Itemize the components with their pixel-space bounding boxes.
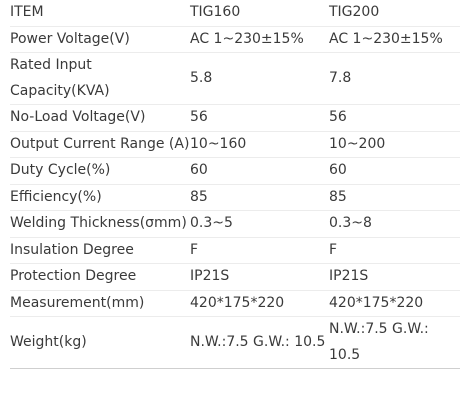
tig200-value: AC 1~230±15%	[329, 26, 460, 53]
row-label: Power Voltage(V)	[10, 26, 190, 53]
table-row: Insulation Degree F F	[10, 237, 460, 264]
table-row: Measurement(mm) 420*175*220 420*175*220	[10, 290, 460, 317]
table-row: Efficiency(%) 85 85	[10, 184, 460, 211]
table-row: ITEM TIG160 TIG200	[10, 0, 460, 27]
tig160-value: IP21S	[190, 263, 329, 291]
row-label: Insulation Degree	[10, 237, 190, 264]
row-label: Protection Degree	[10, 263, 190, 291]
table-row: Weight(kg) N.W.:7.5 G.W.: 10.5 N.W.:7.5 …	[10, 316, 460, 369]
row-label: Measurement(mm)	[10, 290, 190, 317]
tig200-value: F	[329, 237, 460, 264]
table-row: Rated Input Capacity(KVA) 5.8 7.8	[10, 52, 460, 105]
tig200-value: 7.8	[329, 52, 460, 105]
table-row: Output Current Range (A) 10~160 10~200	[10, 131, 460, 158]
table-row: Protection Degree IP21S IP21S	[10, 263, 460, 291]
row-label: Output Current Range (A)	[10, 131, 190, 158]
tig160-value: 10~160	[190, 131, 329, 158]
row-label: Efficiency(%)	[10, 184, 190, 211]
tig200-value: 10~200	[329, 131, 460, 158]
tig160-value: TIG160	[190, 0, 329, 27]
tig200-value: 60	[329, 157, 460, 185]
tig160-value: 85	[190, 184, 329, 211]
row-label: Weight(kg)	[10, 316, 190, 369]
row-label: Duty Cycle(%)	[10, 157, 190, 185]
row-label: Welding Thickness(σmm)	[10, 210, 190, 238]
tig200-value: N.W.:7.5 G.W.: 10.5	[329, 316, 460, 369]
table-row: Welding Thickness(σmm) 0.3~5 0.3~8	[10, 210, 460, 238]
tig200-value: 85	[329, 184, 460, 211]
tig200-value: IP21S	[329, 263, 460, 291]
spec-table: ITEM TIG160 TIG200 Power Voltage(V) AC 1…	[10, 0, 460, 369]
tig160-value: 56	[190, 104, 329, 132]
row-label: No-Load Voltage(V)	[10, 104, 190, 132]
tig160-value: 420*175*220	[190, 290, 329, 317]
table-row: Power Voltage(V) AC 1~230±15% AC 1~230±1…	[10, 26, 460, 53]
table-row: Duty Cycle(%) 60 60	[10, 157, 460, 185]
row-label: ITEM	[10, 0, 190, 27]
row-label: Rated Input Capacity(KVA)	[10, 52, 190, 105]
tig160-value: 60	[190, 157, 329, 185]
tig200-value: TIG200	[329, 0, 460, 27]
tig200-value: 56	[329, 104, 460, 132]
tig200-value: 0.3~8	[329, 210, 460, 238]
table-row: No-Load Voltage(V) 56 56	[10, 104, 460, 132]
tig160-value: F	[190, 237, 329, 264]
tig160-value: 5.8	[190, 52, 329, 105]
tig160-value: 0.3~5	[190, 210, 329, 238]
tig200-value: 420*175*220	[329, 290, 460, 317]
tig160-value: N.W.:7.5 G.W.: 10.5	[190, 316, 329, 369]
tig160-value: AC 1~230±15%	[190, 26, 329, 53]
